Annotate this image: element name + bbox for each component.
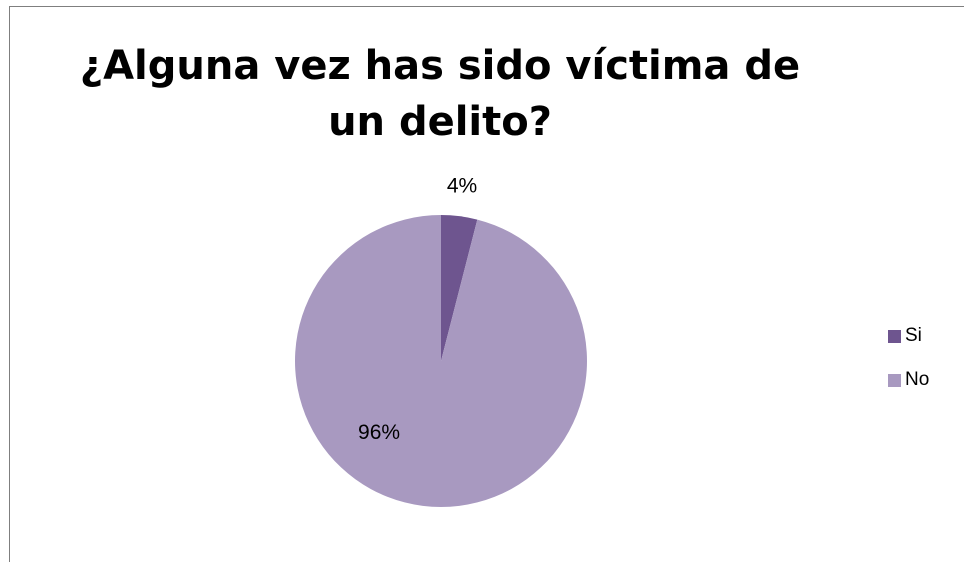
pie-data-labels: 4% 96% <box>358 174 477 444</box>
legend-swatch-no <box>888 373 901 387</box>
data-label-si: 4% <box>447 174 477 197</box>
chart-legend: Si No <box>888 325 929 413</box>
legend-item-no: No <box>888 369 929 391</box>
data-label-no: 96% <box>358 421 400 444</box>
chart-title: ¿Alguna vez has sido víctima de un delit… <box>79 43 801 145</box>
legend-label-no: No <box>905 369 930 390</box>
pie-slices <box>295 214 587 507</box>
legend-swatch-si <box>888 329 901 343</box>
pie-slice-no <box>295 214 587 507</box>
chart-area <box>9 6 964 562</box>
pie-slice-si <box>441 215 478 361</box>
legend-item-si: Si <box>888 325 929 347</box>
legend-label-si: Si <box>905 325 922 346</box>
